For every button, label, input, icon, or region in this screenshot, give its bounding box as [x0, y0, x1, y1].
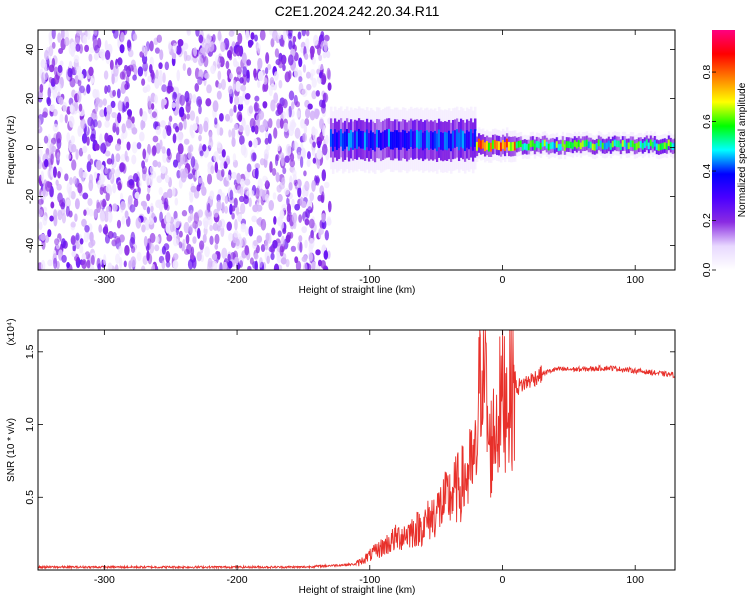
- snr-y-tick-label: 0.5: [24, 490, 36, 505]
- spectrogram-y-tick-label: -20: [24, 189, 36, 204]
- spectrogram-y-tick: -20: [24, 189, 675, 204]
- snr-panel: -300 -200 -100 0 100 0.5 1.0 1.5 Height of str…: [6, 318, 676, 596]
- colorbar-tick: 0.4: [701, 164, 716, 179]
- spectrogram-x-ticks: -300 -200 -100 0 100: [94, 30, 644, 286]
- spectrogram-x-tick-label: 0: [500, 274, 506, 286]
- snr-x-axis-label: Height of straight line (km): [299, 585, 416, 596]
- colorbar-tick: 0.2: [701, 213, 716, 228]
- spectrogram-x-tick-label: 100: [626, 274, 644, 286]
- snr-x-tick: -200: [227, 330, 248, 586]
- snr-frame: [37, 329, 676, 571]
- colorbar: 0.0 0.2 0.4 0.6 0.8 Normalized spectral ampl…: [701, 30, 748, 277]
- colorbar-gradient: [712, 30, 735, 270]
- spectrogram-region: [38, 30, 332, 270]
- spectrogram-y-tick-label: 40: [24, 44, 36, 56]
- spectrogram-x-tick-label: -300: [94, 274, 115, 286]
- snr-y-tick-label: 1.0: [24, 417, 36, 432]
- snr-y-axis-label: SNR (10 * v/v): [6, 418, 17, 482]
- spectrogram-frame: [37, 29, 676, 271]
- spectrogram-x-tick: -200: [227, 30, 248, 286]
- spectrogram-y-tick: -40: [24, 238, 675, 253]
- colorbar-ticks: 0.0 0.2 0.4 0.6 0.8: [701, 65, 716, 278]
- spectrogram-x-tick-label: -100: [359, 274, 380, 286]
- snr-x-tick: -100: [359, 330, 380, 586]
- colorbar-tick: 0.6: [701, 114, 716, 129]
- snr-x-tick: -300: [94, 330, 115, 586]
- snr-x-tick-label: 100: [626, 574, 644, 586]
- colorbar-tick-label: 0.6: [701, 114, 713, 129]
- figure-title: C2E1.2024.242.20.34.R11: [275, 3, 440, 19]
- spectrogram-region: [515, 131, 675, 160]
- spectrogram-y-axis-label: Frequency (Hz): [6, 116, 17, 185]
- colorbar-tick-label: 0.2: [701, 213, 713, 228]
- spectrogram-y-tick: 20: [24, 93, 675, 105]
- colorbar-tick-label: 0.8: [701, 65, 713, 80]
- snr-x-tick: 0: [500, 330, 506, 586]
- colorbar-tick-label: 0.4: [701, 164, 713, 179]
- spectrogram-x-axis-label: Height of straight line (km): [299, 285, 416, 296]
- spectrogram-y-tick-label: 0: [24, 144, 36, 150]
- snr-plot: [37, 329, 676, 570]
- colorbar-tick: 0.0: [701, 263, 716, 278]
- snr-y-tick: 0.5: [24, 490, 675, 505]
- spectrogram-y-tick: 40: [24, 44, 675, 56]
- spectrogram-y-tick-label: -40: [24, 238, 36, 253]
- colorbar-label: Normalized spectral amplitude: [737, 82, 748, 217]
- snr-x-tick-label: -300: [94, 574, 115, 586]
- spectrogram-y-tick: 0: [24, 144, 675, 150]
- snr-x-tick-label: -200: [227, 574, 248, 586]
- snr-x-tick: 100: [626, 330, 644, 586]
- colorbar-tick: 0.8: [701, 65, 716, 80]
- spectrogram-x-tick-label: -200: [227, 274, 248, 286]
- snr-y-tick: 1.5: [24, 344, 675, 359]
- spectrogram-x-tick: 0: [500, 30, 506, 286]
- snr-x-ticks: -300 -200 -100 0 100: [94, 330, 644, 586]
- spectrogram-y-tick-label: 20: [24, 93, 36, 105]
- snr-x-tick-label: -100: [359, 574, 380, 586]
- spectrogram-region: [329, 106, 477, 174]
- colorbar-tick-label: 0.0: [701, 263, 713, 278]
- spectrogram-region: [475, 127, 517, 163]
- spectrogram-plot: [38, 30, 675, 270]
- snr-y-ticks: 0.5 1.0 1.5: [24, 344, 675, 505]
- snr-line: [37, 329, 676, 570]
- spectrogram-x-tick: -300: [94, 30, 115, 286]
- snr-y-tick: 1.0: [24, 417, 675, 432]
- spectrogram-x-tick: 100: [626, 30, 644, 286]
- spectrogram-y-ticks: -40 -20 0 20 40: [24, 44, 675, 253]
- snr-y-tick-label: 1.5: [24, 344, 36, 359]
- snr-x-tick-label: 0: [500, 574, 506, 586]
- snr-y-multiplier: (x10⁴): [6, 318, 17, 345]
- spectrogram-x-tick: -100: [359, 30, 380, 286]
